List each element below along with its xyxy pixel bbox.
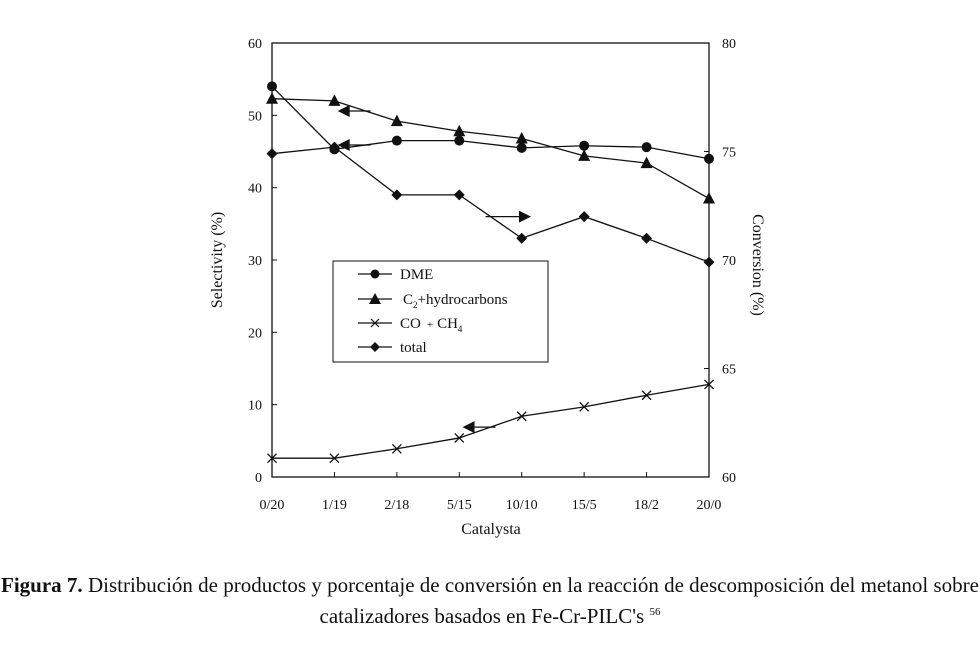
y-tick-label: 0 [255,471,262,486]
data-point [704,379,714,390]
legend-item-co-ch4: CO + CH4 [358,316,463,334]
x-tick-label: 10/10 [506,498,538,513]
figure-caption-text: Distribución de productos y porcentaje d… [87,573,979,628]
data-point [267,81,277,92]
data-point [328,94,341,106]
data-point [515,131,528,144]
legend-label-co-ch4: CO + CH4 [400,316,463,334]
figure-label: Figura 7. [1,573,83,597]
plot-frame [271,42,710,478]
data-point [390,114,403,127]
x-axis-ticks: 0/20 1/19 2/18 5/15 10/10 15/5 18/2 20/0 [260,472,722,513]
y-axis-label: Selectivity (%) [209,212,226,308]
x-tick-label: 18/2 [634,498,659,513]
y-tick-label: 40 [248,182,262,197]
data-point [454,135,465,146]
triangle-marker-icon [369,293,381,304]
y2-tick-label: 75 [722,146,736,161]
x-tick-label: 20/0 [697,498,722,513]
data-point [579,401,590,412]
legend-frame [332,260,549,363]
y2-tick-label: 70 [722,254,736,269]
left-axis-ticks: 0 10 20 30 40 50 60 [248,37,277,486]
legend-item-c2-hydrocarbons: C2+hydrocarbons [358,292,508,310]
diamond-marker-icon [370,342,380,352]
series-c2-hydrocarbons [266,92,715,204]
y-tick-label: 20 [248,326,262,341]
x-tick-label: 5/15 [447,498,472,513]
data-point [703,256,715,268]
arrow-left-icon [337,104,371,117]
data-point [579,140,590,151]
data-point [641,142,652,153]
legend-item-total: total [358,340,427,356]
data-point [641,232,653,244]
y2-tick-label: 60 [722,471,736,486]
data-point [391,443,402,454]
legend: DME C2+hydrocarbons CO + CH4 total [332,260,549,363]
y2-axis-label: Conversion (%) [749,214,766,316]
data-point [329,453,340,464]
x-marker-icon [370,318,380,328]
data-point [516,411,527,422]
data-point [578,149,591,161]
arrow-right-icon [485,210,531,223]
data-point [391,135,402,146]
data-point [641,390,652,401]
x-axis-label: Catalysta [461,521,521,538]
y-tick-label: 50 [248,109,262,124]
series-line-c2-hydrocarbons [271,98,710,200]
arrow-left-icon [462,421,496,434]
data-point [328,141,340,153]
legend-label-dme: DME [400,267,433,283]
data-point [516,142,527,153]
legend-label-c2-hydrocarbons: C2+hydrocarbons [403,292,508,310]
data-point [391,189,403,201]
y-tick-label: 60 [248,37,262,52]
x-tick-label: 0/20 [260,498,285,513]
data-point [454,432,465,443]
data-point [453,124,466,137]
data-point [267,453,277,464]
series-co-ch4 [267,379,714,464]
y2-tick-label: 80 [722,37,736,52]
series-line-co-ch4 [272,383,710,459]
chart-svg: 0 10 20 30 40 50 60 60 65 70 75 80 0/20 1/19 2/18 5/1… [209,37,766,538]
figure-reference: 56 [649,606,661,618]
x-tick-label: 15/5 [572,498,597,513]
data-point [704,153,714,164]
legend-item-dme: DME [358,267,433,283]
data-point [266,148,278,160]
y-tick-label: 10 [248,399,262,414]
axis-arrows [337,104,531,434]
legend-label-total: total [400,340,427,356]
y-tick-label: 30 [248,254,262,269]
y2-tick-label: 65 [722,363,736,378]
figure-caption: Figura 7. Distribución de productos y po… [0,572,980,630]
x-tick-label: 2/18 [384,498,409,513]
data-point [516,232,528,244]
data-point [266,92,278,104]
data-point [640,156,653,169]
circle-marker-icon [370,269,380,279]
x-tick-label: 1/19 [322,498,347,513]
data-point [453,189,465,201]
data-point [703,192,715,204]
data-point [578,211,590,223]
arrow-left-icon [337,138,371,151]
